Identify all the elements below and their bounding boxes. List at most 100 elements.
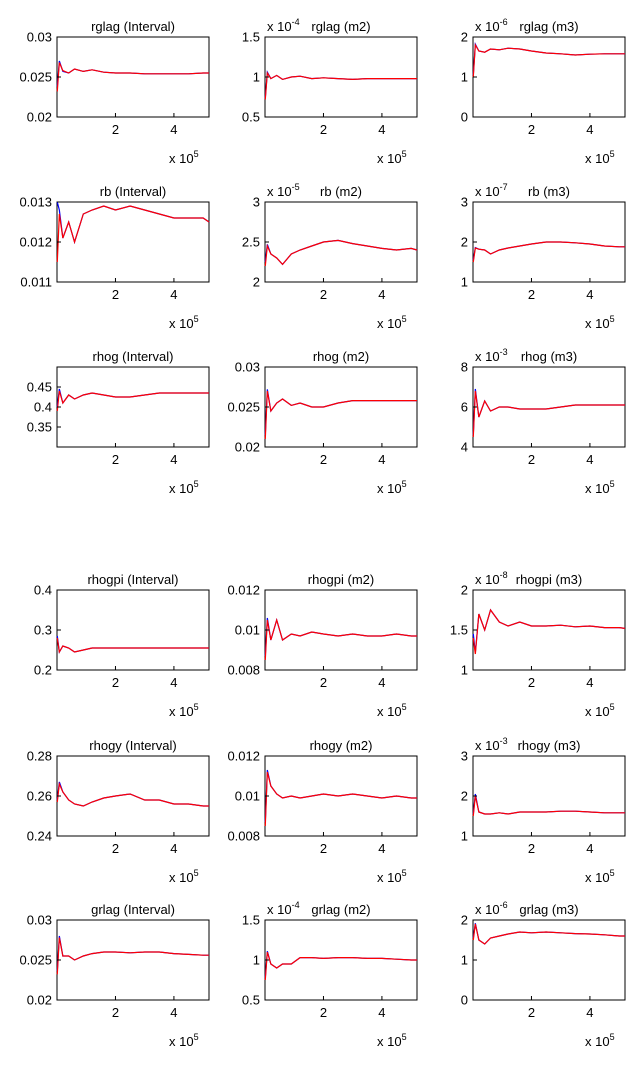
x-scale-label: x 105 bbox=[585, 314, 615, 331]
y-tick-label: 2 bbox=[461, 583, 468, 598]
axes-box bbox=[56, 919, 210, 1001]
y-scale-power: -7 bbox=[500, 182, 508, 192]
x-tick-label: 4 bbox=[378, 122, 385, 137]
axes-box bbox=[472, 366, 626, 448]
x-scale-power: 5 bbox=[610, 314, 615, 324]
subplot: 0.35 0.4 0.45 2 4 rhog (Interval) x 105 bbox=[27, 349, 210, 496]
y-tick-label: 0.013 bbox=[19, 195, 52, 210]
x-tick-label: 4 bbox=[378, 675, 385, 690]
series-line bbox=[264, 617, 417, 661]
y-tick-label: 0.02 bbox=[235, 440, 260, 455]
y-tick-label: 3 bbox=[461, 195, 468, 210]
x-scale-label: x 105 bbox=[169, 149, 199, 166]
x-scale-power: 5 bbox=[610, 479, 615, 489]
x-tick-label: 2 bbox=[528, 287, 535, 302]
y-scale-base: x 10 bbox=[267, 19, 292, 34]
y-tick-label: 0.008 bbox=[227, 663, 260, 678]
series-line bbox=[264, 71, 417, 100]
x-scale-base: x 10 bbox=[169, 316, 194, 331]
x-scale-base: x 10 bbox=[585, 870, 610, 885]
x-tick-label: 4 bbox=[170, 1005, 177, 1020]
series-line bbox=[56, 390, 209, 412]
x-scale-label: x 105 bbox=[585, 149, 615, 166]
y-tick-label: 2.5 bbox=[242, 235, 260, 250]
x-scale-label: x 105 bbox=[585, 479, 615, 496]
x-scale-base: x 10 bbox=[585, 481, 610, 496]
x-tick-label: 4 bbox=[170, 452, 177, 467]
y-tick-label: 0.01 bbox=[235, 789, 260, 804]
x-scale-base: x 10 bbox=[377, 481, 402, 496]
x-scale-label: x 105 bbox=[169, 1032, 199, 1049]
y-scale-power: -4 bbox=[292, 900, 300, 910]
x-scale-base: x 10 bbox=[169, 870, 194, 885]
subplot-title: rhogy (m2) bbox=[310, 738, 373, 753]
x-tick-label: 2 bbox=[112, 675, 119, 690]
y-scale-label: x 10-3 bbox=[475, 736, 508, 753]
y-tick-label: 0.012 bbox=[227, 583, 260, 598]
x-tick-label: 2 bbox=[320, 1005, 327, 1020]
y-tick-label: 0.45 bbox=[27, 380, 52, 395]
y-tick-label: 0.02 bbox=[27, 110, 52, 125]
y-tick-label: 0.4 bbox=[34, 583, 52, 598]
y-scale-power: -6 bbox=[500, 900, 508, 910]
y-tick-label: 1 bbox=[461, 70, 468, 85]
x-scale-base: x 10 bbox=[169, 704, 194, 719]
axes-box bbox=[56, 36, 210, 118]
series-line bbox=[56, 637, 209, 654]
subplot: 0.02 0.025 0.03 2 4 grlag (Interval) x 105 bbox=[19, 902, 210, 1049]
subplot-title: rhogpi (Interval) bbox=[87, 572, 178, 587]
x-tick-label: 2 bbox=[112, 287, 119, 302]
subplot-title: rglag (m3) bbox=[519, 19, 578, 34]
subplot-title: rhog (m2) bbox=[313, 349, 369, 364]
series-line bbox=[472, 390, 625, 438]
x-tick-label: 2 bbox=[320, 287, 327, 302]
series-line bbox=[264, 390, 417, 440]
y-tick-label: 1 bbox=[461, 275, 468, 290]
y-tick-label: 0.03 bbox=[235, 360, 260, 375]
x-tick-label: 2 bbox=[112, 452, 119, 467]
x-scale-base: x 10 bbox=[169, 1034, 194, 1049]
x-scale-power: 5 bbox=[402, 314, 407, 324]
x-tick-label: 2 bbox=[112, 1005, 119, 1020]
y-tick-label: 2 bbox=[253, 275, 260, 290]
y-scale-label: x 10-5 bbox=[267, 182, 300, 199]
axes-box bbox=[56, 589, 210, 671]
axes-box bbox=[472, 919, 626, 1001]
subplot-title: rb (m3) bbox=[528, 184, 570, 199]
x-tick-label: 4 bbox=[586, 841, 593, 856]
subplot: 0.011 0.012 0.013 2 4 rb (Interval) x 105 bbox=[19, 184, 210, 331]
x-scale-power: 5 bbox=[402, 868, 407, 878]
y-scale-label: x 10-8 bbox=[475, 570, 508, 587]
series-line bbox=[472, 608, 626, 655]
axes-box bbox=[264, 36, 418, 118]
y-scale-power: -4 bbox=[292, 17, 300, 27]
x-tick-label: 2 bbox=[528, 841, 535, 856]
y-tick-label: 0.03 bbox=[27, 913, 52, 928]
subplot-title: rhogy (m3) bbox=[518, 738, 581, 753]
y-tick-label: 1 bbox=[461, 829, 468, 844]
axes-box bbox=[264, 366, 418, 448]
y-tick-label: 1 bbox=[253, 953, 260, 968]
y-scale-base: x 10 bbox=[475, 184, 500, 199]
x-tick-label: 2 bbox=[112, 841, 119, 856]
series-line bbox=[472, 795, 625, 817]
y-tick-label: 6 bbox=[461, 400, 468, 415]
y-tick-label: 2 bbox=[461, 30, 468, 45]
x-scale-power: 5 bbox=[610, 868, 615, 878]
x-scale-label: x 105 bbox=[169, 314, 199, 331]
y-scale-base: x 10 bbox=[475, 902, 500, 917]
y-tick-label: 4 bbox=[461, 440, 468, 455]
y-tick-label: 0.011 bbox=[20, 275, 52, 290]
y-tick-label: 1.5 bbox=[242, 913, 260, 928]
subplot-title: rglag (m2) bbox=[311, 19, 370, 34]
axes-box bbox=[264, 201, 418, 283]
x-scale-power: 5 bbox=[194, 479, 199, 489]
y-tick-label: 0.28 bbox=[27, 749, 52, 764]
subplot-title: grlag (m2) bbox=[311, 902, 370, 917]
y-tick-label: 0.012 bbox=[19, 235, 52, 250]
